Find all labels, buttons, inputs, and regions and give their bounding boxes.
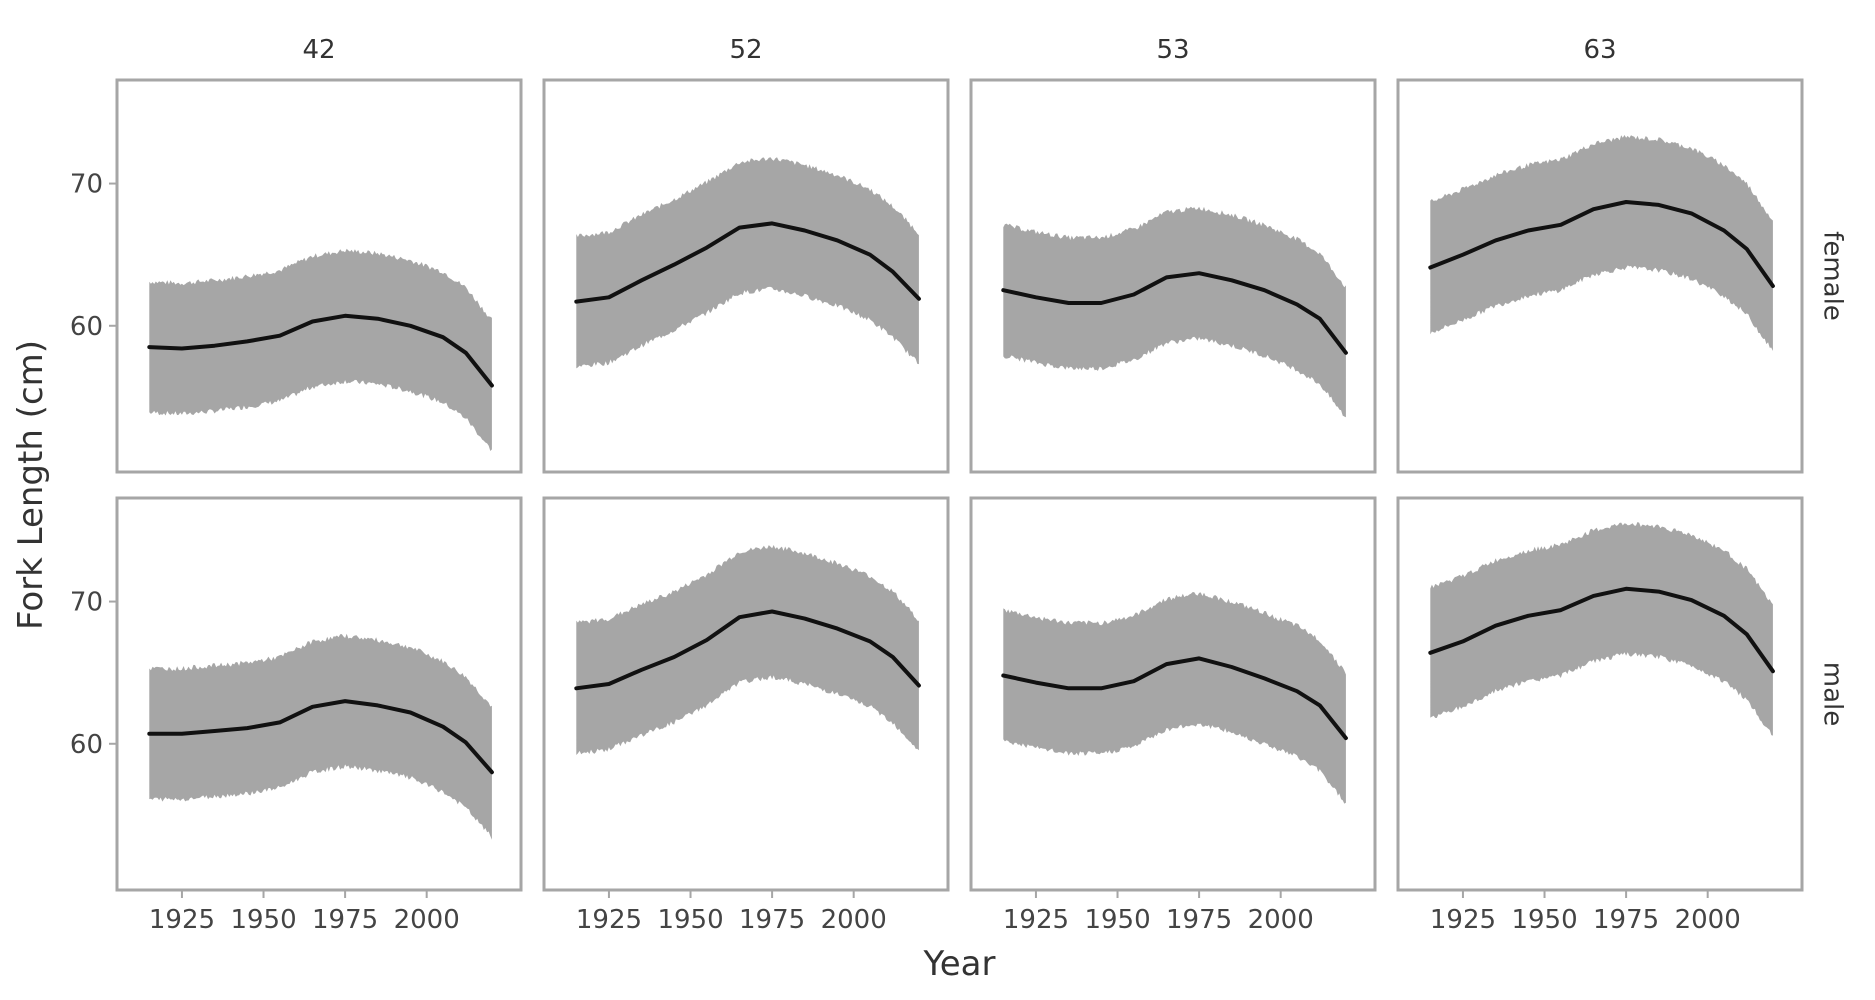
facet-label-row: male bbox=[1818, 662, 1848, 726]
confidence-band bbox=[576, 545, 919, 755]
panel-frame bbox=[542, 496, 950, 892]
series-line bbox=[1001, 656, 1348, 741]
facet-panels bbox=[115, 78, 1804, 892]
confidence-band bbox=[149, 633, 492, 840]
panel-frame bbox=[115, 78, 523, 474]
series-line bbox=[574, 609, 921, 691]
x-tick-label: 1975 bbox=[312, 905, 378, 935]
x-tick-label: 1950 bbox=[230, 905, 296, 935]
x-tick-label: 2000 bbox=[1675, 905, 1741, 935]
series-line bbox=[1428, 200, 1775, 288]
confidence-band bbox=[1003, 592, 1346, 804]
panel-frame bbox=[969, 496, 1377, 892]
y-tick-label: 70 bbox=[70, 588, 103, 618]
series-line bbox=[574, 221, 921, 304]
x-tick-label: 1975 bbox=[739, 905, 805, 935]
panel-frame bbox=[1396, 496, 1804, 892]
y-axis-title: Fork Length (cm) bbox=[11, 340, 51, 630]
facet-label-col: 52 bbox=[729, 35, 762, 65]
y-tick-label: 60 bbox=[70, 730, 103, 760]
x-tick-label: 1925 bbox=[1003, 905, 1069, 935]
confidence-band bbox=[1430, 135, 1773, 351]
x-tick-label: 1925 bbox=[576, 905, 642, 935]
x-tick-label: 2000 bbox=[821, 905, 887, 935]
facet-label-col: 42 bbox=[302, 35, 335, 65]
facet-label-col: 53 bbox=[1156, 35, 1189, 65]
series-line bbox=[147, 699, 494, 775]
x-tick-label: 1925 bbox=[1430, 905, 1496, 935]
x-tick-label: 1975 bbox=[1166, 905, 1232, 935]
axis-labels: 42 52 53 63 female male 1925 1950 1975 2000 1925 19… bbox=[11, 35, 1848, 984]
panel-frame bbox=[115, 496, 523, 892]
panel-frame bbox=[542, 78, 950, 474]
confidence-band bbox=[576, 157, 919, 369]
confidence-band bbox=[1003, 206, 1346, 418]
panel-frame bbox=[1396, 78, 1804, 474]
series-line bbox=[147, 313, 494, 388]
x-tick-label: 2000 bbox=[394, 905, 460, 935]
x-tick-label: 1950 bbox=[1511, 905, 1577, 935]
series-line bbox=[1001, 271, 1348, 355]
y-tick-label: 60 bbox=[70, 312, 103, 342]
confidence-band bbox=[149, 248, 492, 451]
x-tick-label: 1975 bbox=[1593, 905, 1659, 935]
y-tick-label: 70 bbox=[70, 170, 103, 200]
panel-frame bbox=[969, 78, 1377, 474]
x-tick-label: 1950 bbox=[1084, 905, 1150, 935]
x-tick-label: 2000 bbox=[1248, 905, 1314, 935]
x-tick-label: 1950 bbox=[657, 905, 723, 935]
confidence-band bbox=[1430, 522, 1773, 736]
facet-label-col: 63 bbox=[1583, 35, 1616, 65]
x-tick-label: 1925 bbox=[149, 905, 215, 935]
series-line bbox=[1428, 586, 1775, 674]
x-axis-title: Year bbox=[923, 944, 996, 984]
facet-label-row: female bbox=[1818, 231, 1848, 321]
